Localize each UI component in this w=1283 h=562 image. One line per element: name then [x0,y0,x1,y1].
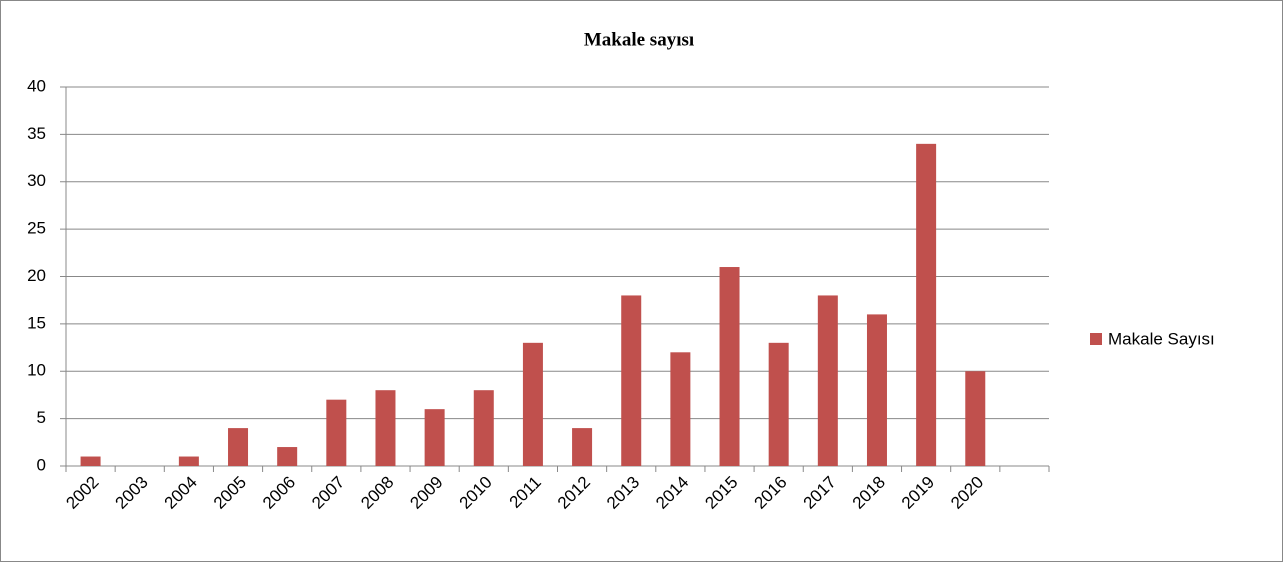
y-tick-label: 5 [37,408,46,427]
bar [424,409,445,466]
bar [375,390,396,466]
y-tick-label: 40 [27,76,46,95]
bar [621,295,642,466]
bar [768,342,789,466]
bar [916,143,937,466]
bar [866,314,887,466]
bar [522,342,543,466]
bar [572,428,593,466]
bar [80,456,101,466]
legend-label: Makale Sayısı [1108,329,1215,348]
legend-swatch [1090,333,1102,345]
y-tick-label: 0 [37,455,46,474]
y-tick-label: 10 [27,361,46,380]
bar [965,371,986,466]
bar [670,352,691,466]
bar [719,267,740,466]
bar [228,428,249,466]
y-tick-label: 25 [27,219,46,238]
y-tick-label: 15 [27,313,46,332]
bar [473,390,494,466]
bar [326,399,347,466]
y-tick-label: 35 [27,124,46,143]
y-tick-label: 30 [27,171,46,190]
bar [178,456,199,466]
bar [277,447,298,466]
chart-title: Makale sayısı [584,29,694,50]
bar [817,295,838,466]
y-tick-label: 20 [27,266,46,285]
